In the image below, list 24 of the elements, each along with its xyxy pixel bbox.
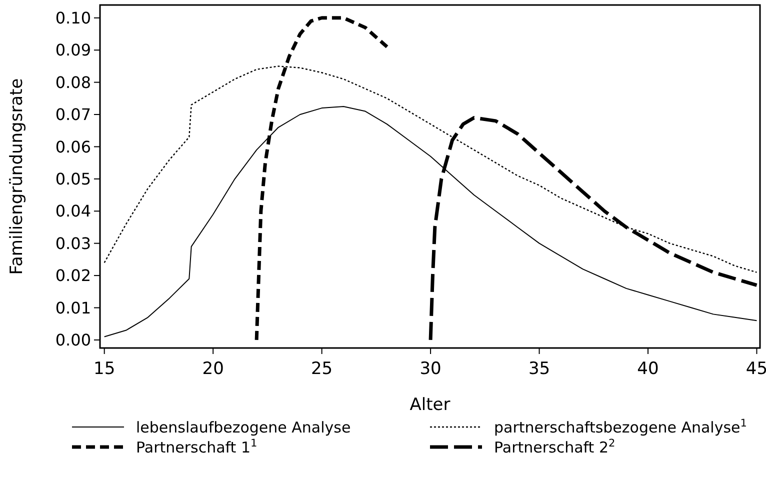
x-tick-label: 30 — [420, 359, 442, 379]
y-tick-label: 0.02 — [55, 266, 91, 286]
y-tick-label: 0.10 — [55, 8, 91, 28]
y-tick-label: 0.06 — [55, 137, 91, 156]
y-tick-label: 0.07 — [55, 105, 91, 124]
legend-label: partnerschaftsbezogene Analyse$^{1}$ — [494, 417, 747, 436]
y-tick-label: 0.03 — [55, 234, 91, 253]
x-tick-label: 20 — [202, 359, 224, 379]
x-tick-label: 45 — [746, 359, 766, 379]
x-axis-title: Alter — [410, 395, 450, 415]
y-axis-title: Familiengründungsrate — [7, 78, 27, 275]
x-tick-label: 25 — [310, 359, 333, 379]
x-tick-label: 35 — [528, 359, 550, 379]
legend-label: lebenslaufbezogene Analyse — [136, 418, 351, 436]
x-tick-label: 40 — [637, 359, 659, 379]
y-tick-label: 0.09 — [55, 40, 91, 60]
legend-label: Partnerschaft 2$^{2}$ — [494, 437, 616, 456]
y-tick-label: 0.00 — [55, 330, 91, 350]
y-tick-label: 0.01 — [55, 298, 91, 318]
x-tick-label: 15 — [94, 359, 116, 379]
legend-label: Partnerschaft 1$^{1}$ — [136, 437, 258, 456]
y-tick-label: 0.08 — [55, 72, 91, 92]
y-tick-label: 0.05 — [55, 170, 91, 189]
y-tick-label: 0.04 — [55, 202, 91, 221]
